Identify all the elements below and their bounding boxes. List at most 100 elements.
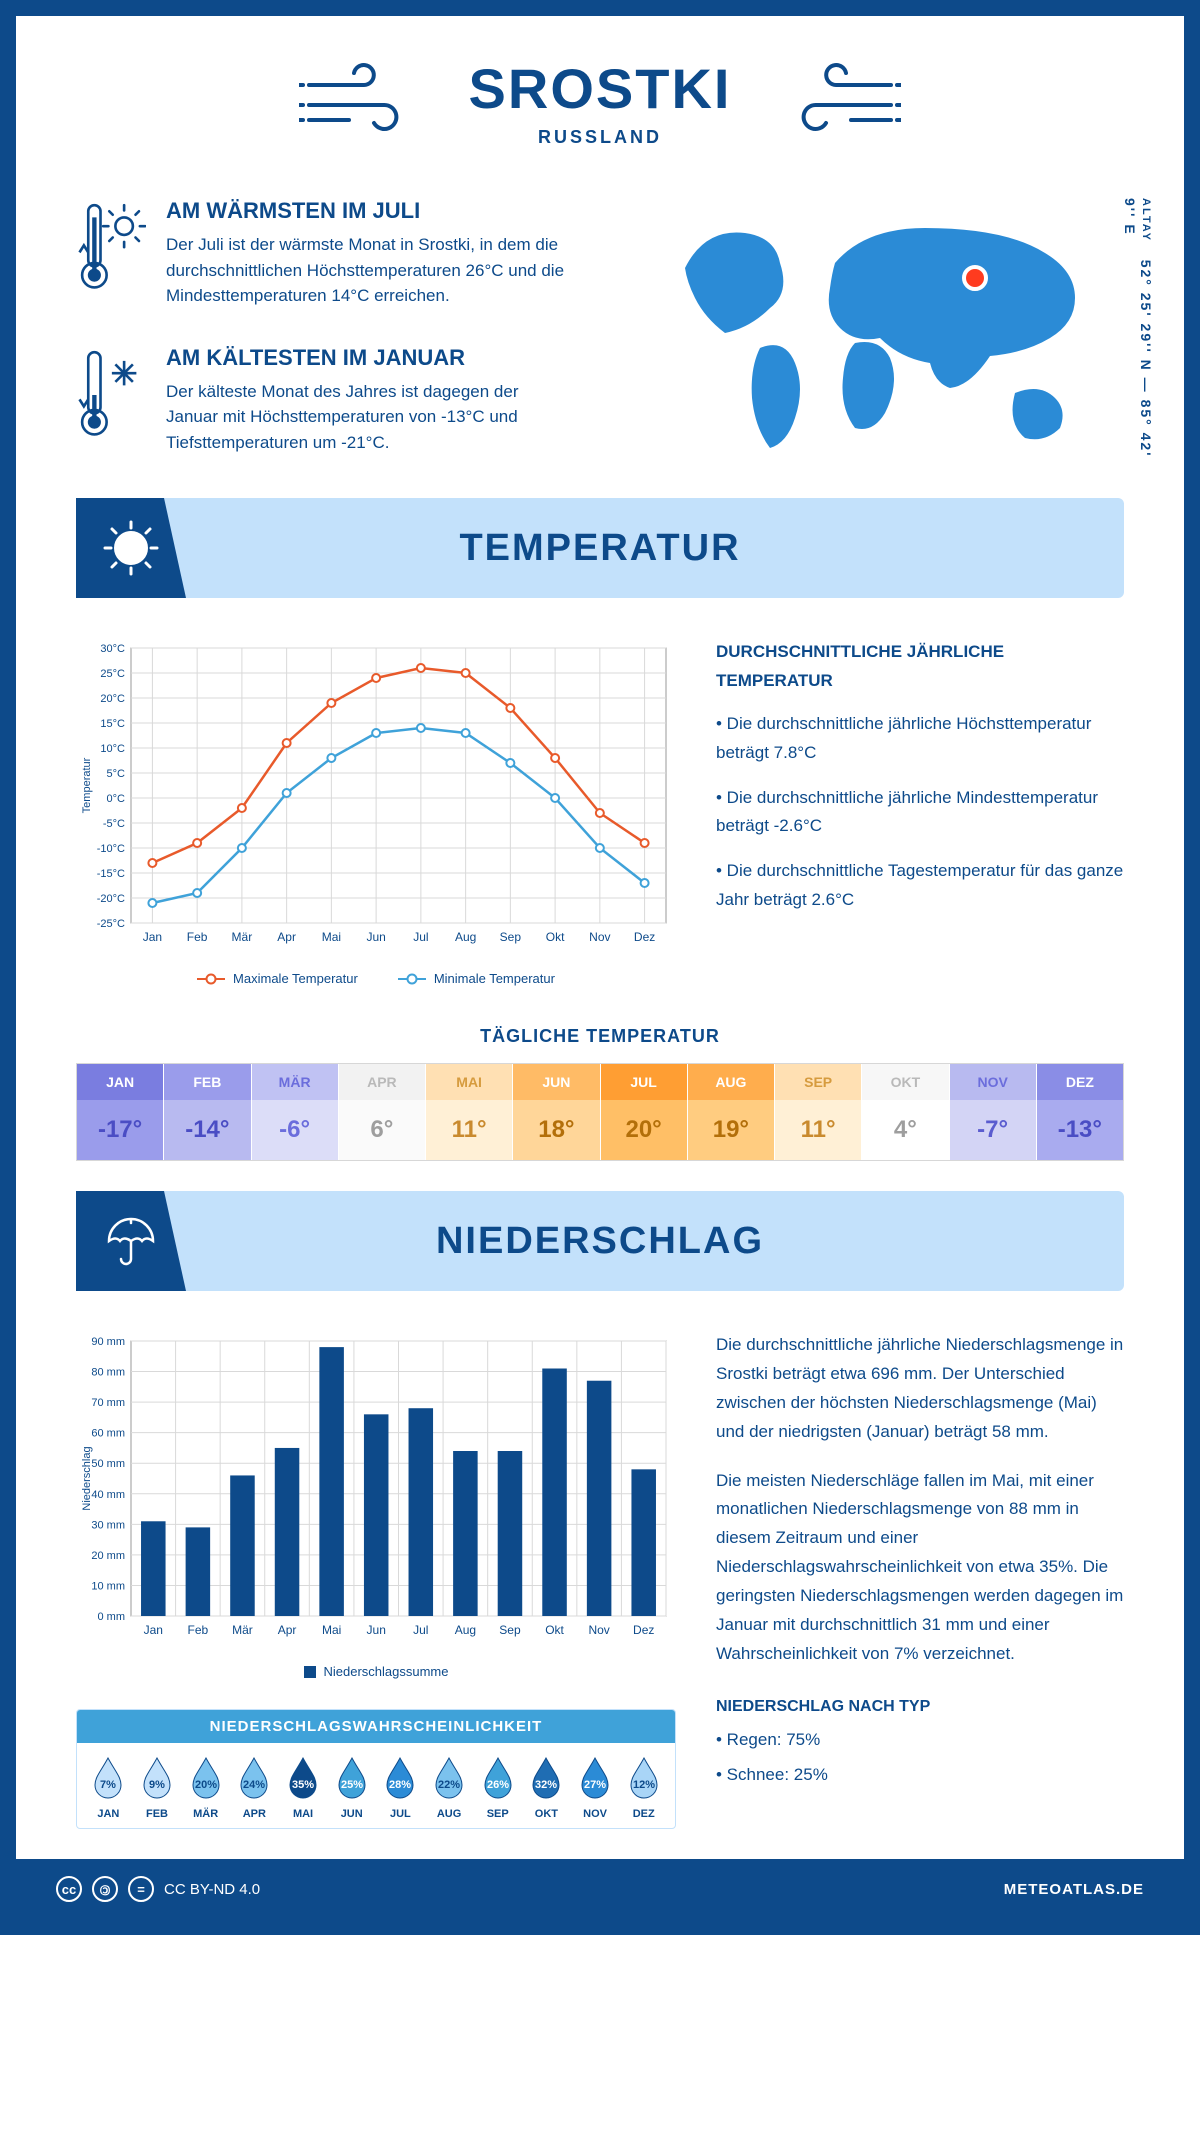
month-head: DEZ <box>1037 1064 1123 1100</box>
prob-cell: 7%JAN <box>85 1755 132 1820</box>
month-cell: DEZ-13° <box>1037 1064 1123 1160</box>
precip-type-title: NIEDERSCHLAG NACH TYP <box>716 1693 1124 1720</box>
svg-text:10°C: 10°C <box>100 743 125 755</box>
svg-text:15°C: 15°C <box>100 718 125 730</box>
svg-text:32%: 32% <box>535 1779 557 1791</box>
temperature-banner: TEMPERATUR <box>76 498 1124 598</box>
svg-text:Sep: Sep <box>500 930 522 944</box>
daily-temp-title: TÄGLICHE TEMPERATUR <box>76 1026 1124 1047</box>
temp-bullet: • Die durchschnittliche jährliche Höchst… <box>716 710 1124 768</box>
temp-line-chart: -25°C-20°C-15°C-10°C-5°C0°C5°C10°C15°C20… <box>76 638 676 986</box>
title-box: SROSTKI RUSSLAND <box>469 56 732 148</box>
svg-text:80 mm: 80 mm <box>91 1367 125 1379</box>
temp-info: DURCHSCHNITTLICHE JÄHRLICHE TEMPERATUR •… <box>716 638 1124 986</box>
wind-icon-left <box>299 60 429 145</box>
month-val: -13° <box>1037 1100 1123 1160</box>
brand: METEOATLAS.DE <box>1004 1881 1144 1898</box>
svg-text:Sep: Sep <box>499 1623 521 1637</box>
prob-cell: 12%DEZ <box>620 1755 667 1820</box>
month-val: -6° <box>252 1100 338 1160</box>
month-head: OKT <box>862 1064 948 1100</box>
wind-icon-right <box>771 60 901 145</box>
legend-max: Maximale Temperatur <box>233 971 358 986</box>
by-icon: 🄯 <box>92 1876 118 1902</box>
svg-text:22%: 22% <box>438 1779 460 1791</box>
svg-text:9%: 9% <box>149 1779 165 1791</box>
svg-text:-5°C: -5°C <box>103 818 125 830</box>
svg-text:24%: 24% <box>243 1779 265 1791</box>
precip-probability: NIEDERSCHLAGSWAHRSCHEINLICHKEIT 7%JAN9%F… <box>76 1709 676 1829</box>
temp-legend: Maximale Temperatur Minimale Temperatur <box>76 971 676 986</box>
content-area: SROSTKI RUSSLAND <box>16 16 1184 1859</box>
svg-text:Apr: Apr <box>277 930 296 944</box>
month-cell: AUG19° <box>688 1064 775 1160</box>
prob-cell: 28%JUL <box>377 1755 424 1820</box>
svg-text:Mai: Mai <box>322 1623 341 1637</box>
svg-text:Jun: Jun <box>367 1623 386 1637</box>
svg-text:Mär: Mär <box>232 930 253 944</box>
country-name: RUSSLAND <box>469 127 732 148</box>
prob-cell: 25%JUN <box>328 1755 375 1820</box>
svg-text:20%: 20% <box>195 1779 217 1791</box>
svg-text:Feb: Feb <box>188 1623 209 1637</box>
svg-text:26%: 26% <box>487 1779 509 1791</box>
facts-col: AM WÄRMSTEN IM JULI Der Juli ist der wär… <box>76 198 596 458</box>
precip-row: 0 mm10 mm20 mm30 mm40 mm50 mm60 mm70 mm8… <box>76 1331 1124 1829</box>
month-val: -7° <box>950 1100 1036 1160</box>
region-label: ALTAY <box>1140 198 1152 242</box>
svg-text:Temperatur: Temperatur <box>81 757 93 813</box>
month-cell: MÄR-6° <box>252 1064 339 1160</box>
svg-text:10 mm: 10 mm <box>91 1580 125 1592</box>
month-head: MAI <box>426 1064 512 1100</box>
month-cell: FEB-14° <box>164 1064 251 1160</box>
month-cell: SEP11° <box>775 1064 862 1160</box>
thermometer-sun-icon <box>76 198 146 309</box>
month-val: 18° <box>513 1100 599 1160</box>
svg-text:20°C: 20°C <box>100 693 125 705</box>
svg-text:Jan: Jan <box>144 1623 163 1637</box>
coordinates: ALTAY 52° 25' 29'' N — 85° 42' 9'' E <box>1122 198 1154 458</box>
prob-cell: 24%APR <box>231 1755 278 1820</box>
precip-legend-label: Niederschlagssumme <box>324 1664 449 1679</box>
license-text: CC BY-ND 4.0 <box>164 1881 260 1898</box>
svg-text:Feb: Feb <box>187 930 208 944</box>
nd-icon: = <box>128 1876 154 1902</box>
svg-text:90 mm: 90 mm <box>91 1336 125 1348</box>
svg-text:Aug: Aug <box>455 1623 476 1637</box>
svg-text:Apr: Apr <box>278 1623 297 1637</box>
umbrella-tab-icon <box>76 1191 186 1291</box>
warm-fact-text: Der Juli ist der wärmste Monat in Srostk… <box>166 232 566 309</box>
prob-cell: 27%NOV <box>572 1755 619 1820</box>
month-val: -14° <box>164 1100 250 1160</box>
svg-text:Mär: Mär <box>232 1623 253 1637</box>
svg-text:5°C: 5°C <box>107 768 126 780</box>
svg-text:28%: 28% <box>389 1779 411 1791</box>
svg-text:Jul: Jul <box>413 930 428 944</box>
svg-text:-20°C: -20°C <box>97 893 125 905</box>
month-head: JUN <box>513 1064 599 1100</box>
month-cell: OKT4° <box>862 1064 949 1160</box>
thermometer-snow-icon <box>76 345 146 456</box>
month-head: APR <box>339 1064 425 1100</box>
svg-text:0°C: 0°C <box>107 793 126 805</box>
svg-text:Jun: Jun <box>366 930 385 944</box>
svg-text:30 mm: 30 mm <box>91 1519 125 1531</box>
svg-text:60 mm: 60 mm <box>91 1428 125 1440</box>
prob-cell: 32%OKT <box>523 1755 570 1820</box>
month-head: AUG <box>688 1064 774 1100</box>
prob-cell: 20%MÄR <box>182 1755 229 1820</box>
svg-text:Nov: Nov <box>589 930 610 944</box>
temp-bullet: • Die durchschnittliche jährliche Mindes… <box>716 784 1124 842</box>
cold-fact-title: AM KÄLTESTEN IM JANUAR <box>166 345 566 371</box>
license: cc 🄯 = CC BY-ND 4.0 <box>56 1876 260 1902</box>
header-row: SROSTKI RUSSLAND <box>76 56 1124 148</box>
month-val: 11° <box>775 1100 861 1160</box>
map: ALTAY 52° 25' 29'' N — 85° 42' 9'' E <box>636 198 1124 458</box>
month-cell: NOV-7° <box>950 1064 1037 1160</box>
world-map-icon <box>665 198 1095 458</box>
city-name: SROSTKI <box>469 56 732 121</box>
svg-text:Jul: Jul <box>413 1623 428 1637</box>
month-val: 20° <box>601 1100 687 1160</box>
precip-type-bullet: • Schnee: 25% <box>716 1761 1124 1790</box>
precip-info: Die durchschnittliche jährliche Niedersc… <box>716 1331 1124 1829</box>
